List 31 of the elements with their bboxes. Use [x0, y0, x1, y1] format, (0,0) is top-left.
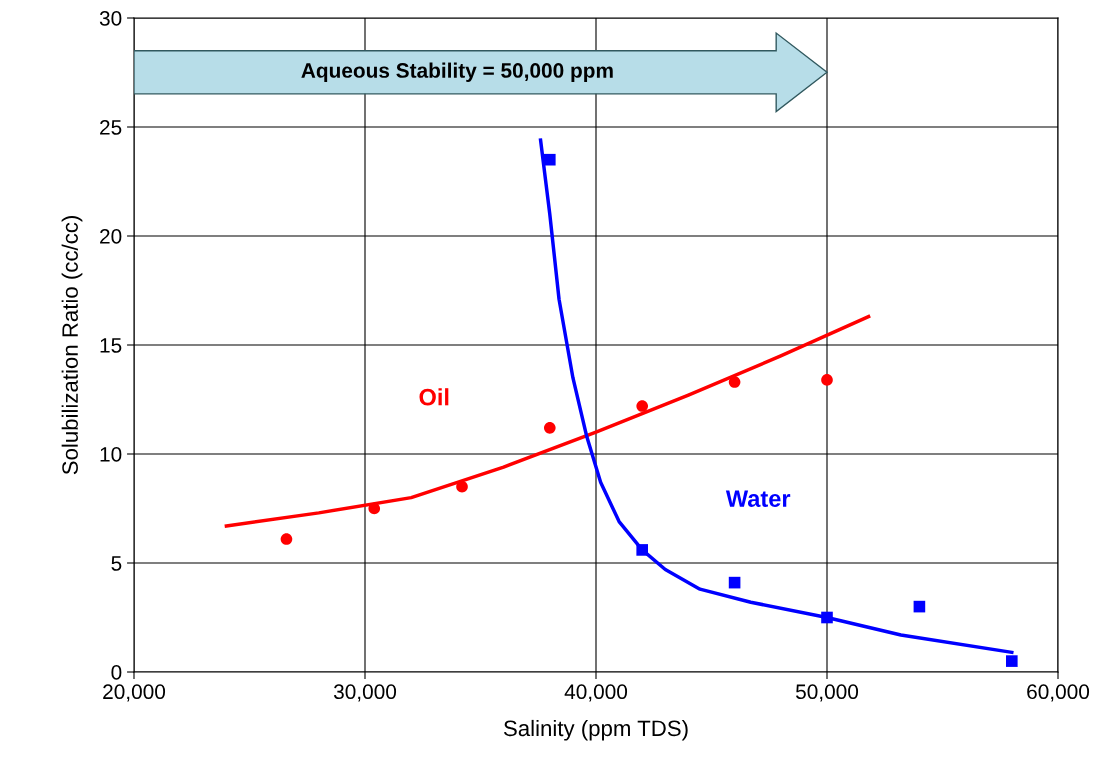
- point: [728, 576, 741, 589]
- point: [728, 376, 741, 388]
- x-tick-label: 50,000: [795, 684, 859, 702]
- point: [821, 611, 833, 624]
- x-tick-label: 30,000: [333, 684, 397, 702]
- point: [636, 400, 649, 412]
- point: [543, 422, 556, 434]
- point: [1005, 655, 1018, 667]
- line-series: [224, 314, 871, 528]
- y-tick-label: 0: [111, 665, 122, 680]
- x-tick-label: 20,000: [103, 684, 166, 702]
- point: [456, 480, 468, 493]
- point: [913, 600, 926, 613]
- point: [280, 533, 293, 545]
- point: [543, 153, 556, 166]
- y-tick-label: 10: [100, 447, 122, 462]
- x-tick-label: 40,000: [564, 684, 628, 702]
- x-tick-label: 60,000: [1027, 684, 1090, 702]
- point: [821, 374, 833, 386]
- y-tick-label: 30: [99, 11, 122, 26]
- annotation: Aqueous Stability = 50,000 ppm: [301, 62, 613, 82]
- text: Oil: [419, 388, 449, 406]
- y-tick-label: 20: [100, 229, 122, 244]
- point: [636, 544, 649, 556]
- x-axis-title: Salinity (ppm TDS): [503, 719, 688, 741]
- y-axis-title: Solubilization Ratio (cc/cc): [61, 216, 83, 475]
- y-tick-label: 5: [111, 556, 122, 571]
- y-tick-label: 25: [100, 120, 122, 135]
- text: Water: [725, 490, 791, 508]
- point: [368, 502, 381, 515]
- y-tick-label: 15: [100, 338, 122, 353]
